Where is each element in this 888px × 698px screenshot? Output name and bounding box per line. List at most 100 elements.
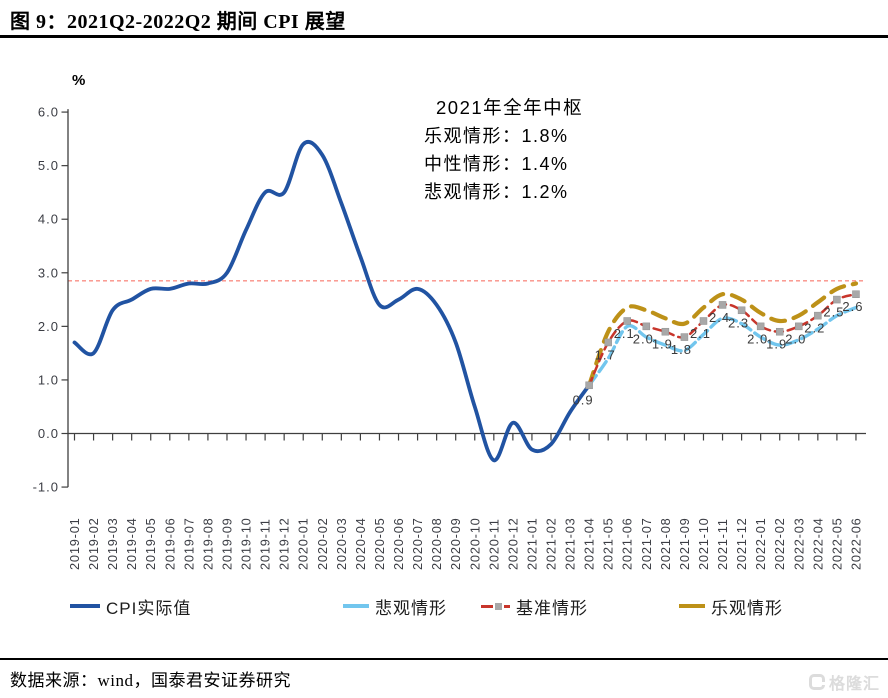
legend-item-optimistic: 乐观情形 (679, 591, 783, 621)
x-tick-label: 2022-04 (810, 517, 825, 570)
data-labels: 0.91.72.12.01.91.82.12.42.32.01.92.02.22… (573, 299, 863, 407)
axes: 6.0 5.0 4.0 3.0 2.0 1.0 0.0 -1.0 2019-01 2019-02 2… (33, 105, 866, 570)
annotation-optimistic: 乐观情形：1.8% (424, 126, 569, 146)
title-divider (0, 35, 888, 38)
x-tick-label: 2022-01 (753, 517, 768, 570)
y-axis-unit-label: % (72, 72, 86, 89)
figure-title: 图 9：2021Q2-2022Q2 期间 CPI 展望 (10, 11, 346, 33)
legend-label-pessimistic: 悲观情形 (375, 598, 447, 618)
y-tick-label: 0.0 (38, 426, 59, 441)
data-label: 0.9 (573, 392, 594, 407)
data-label: 1.7 (595, 347, 616, 362)
y-tick-label: 1.0 (38, 372, 59, 387)
legend-label-cpi-actual: CPI实际值 (106, 598, 192, 618)
y-tick-label: 5.0 (38, 158, 59, 173)
x-tick-label: 2019-12 (277, 517, 292, 570)
legend-item-pessimistic: 悲观情形 (343, 591, 447, 621)
y-tick-label: 4.0 (38, 212, 59, 227)
gelonghui-watermark: 格隆汇 (808, 670, 880, 694)
legend-swatch-optimistic-line (679, 603, 705, 609)
x-tick-label: 2020-04 (353, 517, 368, 570)
x-tick-label: 2020-11 (486, 518, 501, 570)
data-label: 2.4 (709, 310, 730, 325)
annotation-pessimistic: 悲观情形：1.2% (424, 182, 569, 202)
data-label: 2.0 (785, 331, 806, 346)
legend-swatch-baseline-line (481, 602, 510, 610)
legend-baseline-dash (481, 604, 493, 608)
data-label: 2.6 (842, 299, 863, 314)
y-tick-label: 2.0 (38, 319, 59, 334)
x-tick-label: 2019-07 (181, 517, 196, 570)
data-label: 2.2 (804, 321, 825, 336)
x-tick-label: 2020-08 (429, 517, 444, 570)
x-tick-label: 2019-02 (86, 517, 101, 570)
data-label: 2.1 (614, 326, 635, 341)
gelonghui-logo-icon (808, 674, 825, 690)
y-tick-label: 3.0 (38, 265, 59, 280)
data-label: 2.0 (633, 331, 654, 346)
data-label: 2.5 (823, 305, 844, 320)
chart-legend: CPI实际值 悲观情形 基准情形 乐观情形 (0, 591, 888, 621)
x-tick-label: 2022-03 (791, 517, 806, 570)
y-tick-label: -1.0 (33, 480, 59, 495)
x-tick-label: 2021-11 (715, 518, 730, 570)
x-tick-label: 2019-08 (200, 517, 215, 570)
legend-swatch-pessimistic-line (343, 604, 369, 608)
x-tick-label: 2021-05 (601, 517, 616, 570)
legend-label-optimistic: 乐观情形 (711, 598, 783, 618)
legend-baseline-dash (504, 604, 510, 608)
x-tick-label: 2021-03 (563, 517, 578, 570)
x-tick-label: 2021-09 (677, 517, 692, 570)
legend-label-baseline: 基准情形 (516, 598, 588, 618)
x-tick-label: 2020-09 (448, 517, 463, 570)
legend-baseline-marker (495, 602, 502, 610)
legend-item-baseline: 基准情形 (481, 591, 588, 621)
x-tick-label: 2021-01 (524, 517, 539, 570)
x-tick-label: 2020-10 (467, 517, 482, 570)
x-tick-label: 2021-06 (620, 517, 635, 570)
x-tick-label: 2019-11 (258, 518, 273, 570)
x-tick-label: 2020-12 (505, 517, 520, 570)
x-tick-label: 2020-02 (315, 517, 330, 570)
x-tick-label: 2019-03 (105, 517, 120, 570)
x-tick-label: 2019-09 (219, 517, 234, 570)
data-label: 2.0 (747, 331, 768, 346)
series-optimistic (587, 281, 859, 388)
series-pessimistic (587, 305, 858, 387)
footer-divider (0, 658, 888, 660)
x-tick-label: 2019-06 (162, 517, 177, 570)
series-actual (72, 140, 592, 463)
x-tick-label: 2020-03 (334, 517, 349, 570)
data-label: 1.9 (652, 337, 673, 352)
x-tick-label: 2020-05 (372, 517, 387, 570)
data-source: 数据来源：wind，国泰君安证券研究 (10, 671, 291, 690)
x-tick-label: 2019-10 (239, 517, 254, 570)
x-tick-label: 2019-05 (143, 517, 158, 570)
x-tick-label: 2020-06 (391, 517, 406, 570)
x-tick-label: 2022-05 (829, 517, 844, 570)
x-tick-label: 2019-04 (124, 517, 139, 570)
data-label: 2.3 (728, 315, 749, 330)
x-tick-label: 2020-07 (410, 517, 425, 570)
x-tick-label: 2019-01 (67, 517, 82, 570)
x-tick-label: 2022-02 (772, 517, 787, 570)
y-tick-label: 6.0 (38, 105, 59, 120)
data-label: 1.9 (766, 337, 787, 352)
x-tick-label: 2021-10 (696, 517, 711, 570)
annotation-box: 2021年全年中枢 乐观情形：1.8% 中性情形：1.4% 悲观情形：1.2% (424, 94, 583, 206)
data-label: 1.8 (671, 342, 692, 357)
watermark-text: 格隆汇 (828, 676, 880, 693)
annotation-neutral: 中性情形：1.4% (424, 154, 569, 174)
x-tick-label: 2021-12 (734, 517, 749, 570)
x-tick-label: 2022-06 (848, 517, 863, 570)
baseline-markers (585, 290, 860, 390)
legend-item-cpi-actual: CPI实际值 (70, 591, 191, 621)
annotation-title: 2021年全年中枢 (436, 97, 584, 118)
x-tick-label: 2021-04 (582, 517, 597, 570)
legend-swatch-actual-line (70, 604, 100, 608)
data-label: 2.1 (690, 326, 711, 341)
x-tick-label: 2020-01 (296, 517, 311, 570)
x-tick-label: 2021-02 (544, 517, 559, 570)
